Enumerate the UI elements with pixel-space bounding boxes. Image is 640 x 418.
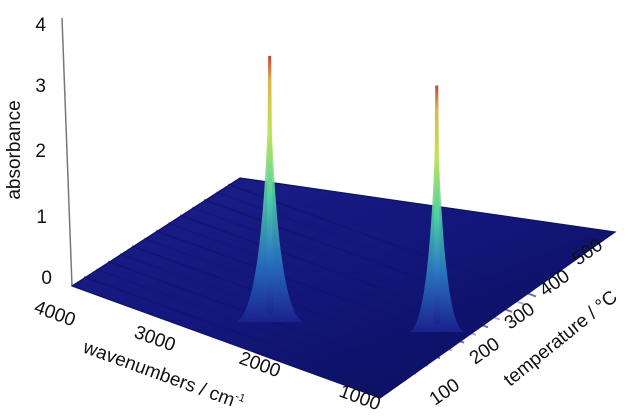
x-tick-label-3000: 3000 — [131, 322, 178, 356]
surface-peak — [235, 53, 304, 322]
peaks-layer — [235, 53, 464, 332]
z-tick-label-200: 200 — [466, 334, 504, 369]
absorbance-axis-line — [61, 17, 73, 287]
y-tick-label-3: 3 — [35, 76, 46, 97]
surface-floor — [70, 177, 617, 399]
y-tick-label-2: 2 — [35, 141, 46, 162]
x-axis-title-superscript: -1 — [234, 391, 247, 406]
peak-spike — [266, 55, 274, 314]
surface-ridge-line — [227, 183, 537, 298]
surface-ridge-line — [95, 268, 405, 383]
y-tick-label-4: 4 — [35, 15, 46, 36]
x-tick-label-4000: 4000 — [31, 297, 78, 331]
y-axis-title: absorbance — [4, 100, 25, 199]
y-tick-label-1: 1 — [36, 207, 47, 228]
surface-ridge-line — [155, 229, 465, 344]
surface-peak — [409, 83, 464, 332]
peak-spike — [433, 85, 441, 324]
surface-ridge-line — [83, 276, 393, 390]
y-tick-label-0: 0 — [41, 268, 52, 289]
surface-ridge-line — [143, 237, 453, 352]
z-tick-label-100: 100 — [426, 375, 464, 410]
absorbance-ticks: 0 1 2 3 4 — [35, 15, 52, 289]
surface-ridge-line — [203, 198, 513, 313]
